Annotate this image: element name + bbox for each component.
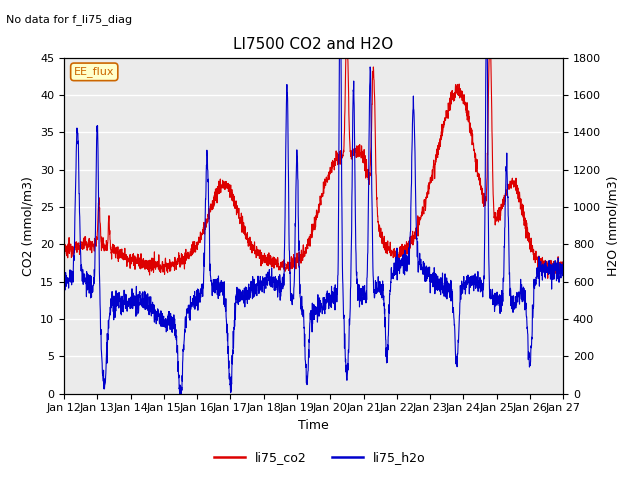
Y-axis label: CO2 (mmol/m3): CO2 (mmol/m3) xyxy=(22,176,35,276)
li75_co2 xyxy=(544,276,552,281)
X-axis label: Time: Time xyxy=(298,419,329,432)
li75_co2 xyxy=(60,250,68,256)
li75_co2 xyxy=(328,161,335,167)
li75_h2o xyxy=(559,259,567,265)
li75_h2o xyxy=(459,290,467,296)
li75_co2 xyxy=(529,246,537,252)
li75_h2o xyxy=(516,301,524,307)
li75_h2o xyxy=(529,305,537,311)
li75_co2 xyxy=(515,194,523,200)
li75_co2 xyxy=(199,230,207,236)
li75_co2 xyxy=(342,55,349,60)
Title: LI7500 CO2 and H2O: LI7500 CO2 and H2O xyxy=(234,37,394,52)
Text: EE_flux: EE_flux xyxy=(74,66,115,77)
li75_h2o xyxy=(176,391,184,396)
Text: No data for f_li75_diag: No data for f_li75_diag xyxy=(6,14,132,25)
Line: li75_co2: li75_co2 xyxy=(64,58,563,278)
Y-axis label: H2O (mmol/m3): H2O (mmol/m3) xyxy=(607,175,620,276)
Line: li75_h2o: li75_h2o xyxy=(64,58,563,394)
li75_h2o xyxy=(328,295,335,301)
li75_co2 xyxy=(559,265,567,271)
li75_h2o xyxy=(60,279,68,285)
li75_h2o xyxy=(200,285,207,291)
li75_h2o xyxy=(335,55,343,60)
Legend: li75_co2, li75_h2o: li75_co2, li75_h2o xyxy=(209,446,431,469)
li75_co2 xyxy=(339,155,346,161)
li75_co2 xyxy=(458,89,466,95)
li75_h2o xyxy=(339,281,347,287)
